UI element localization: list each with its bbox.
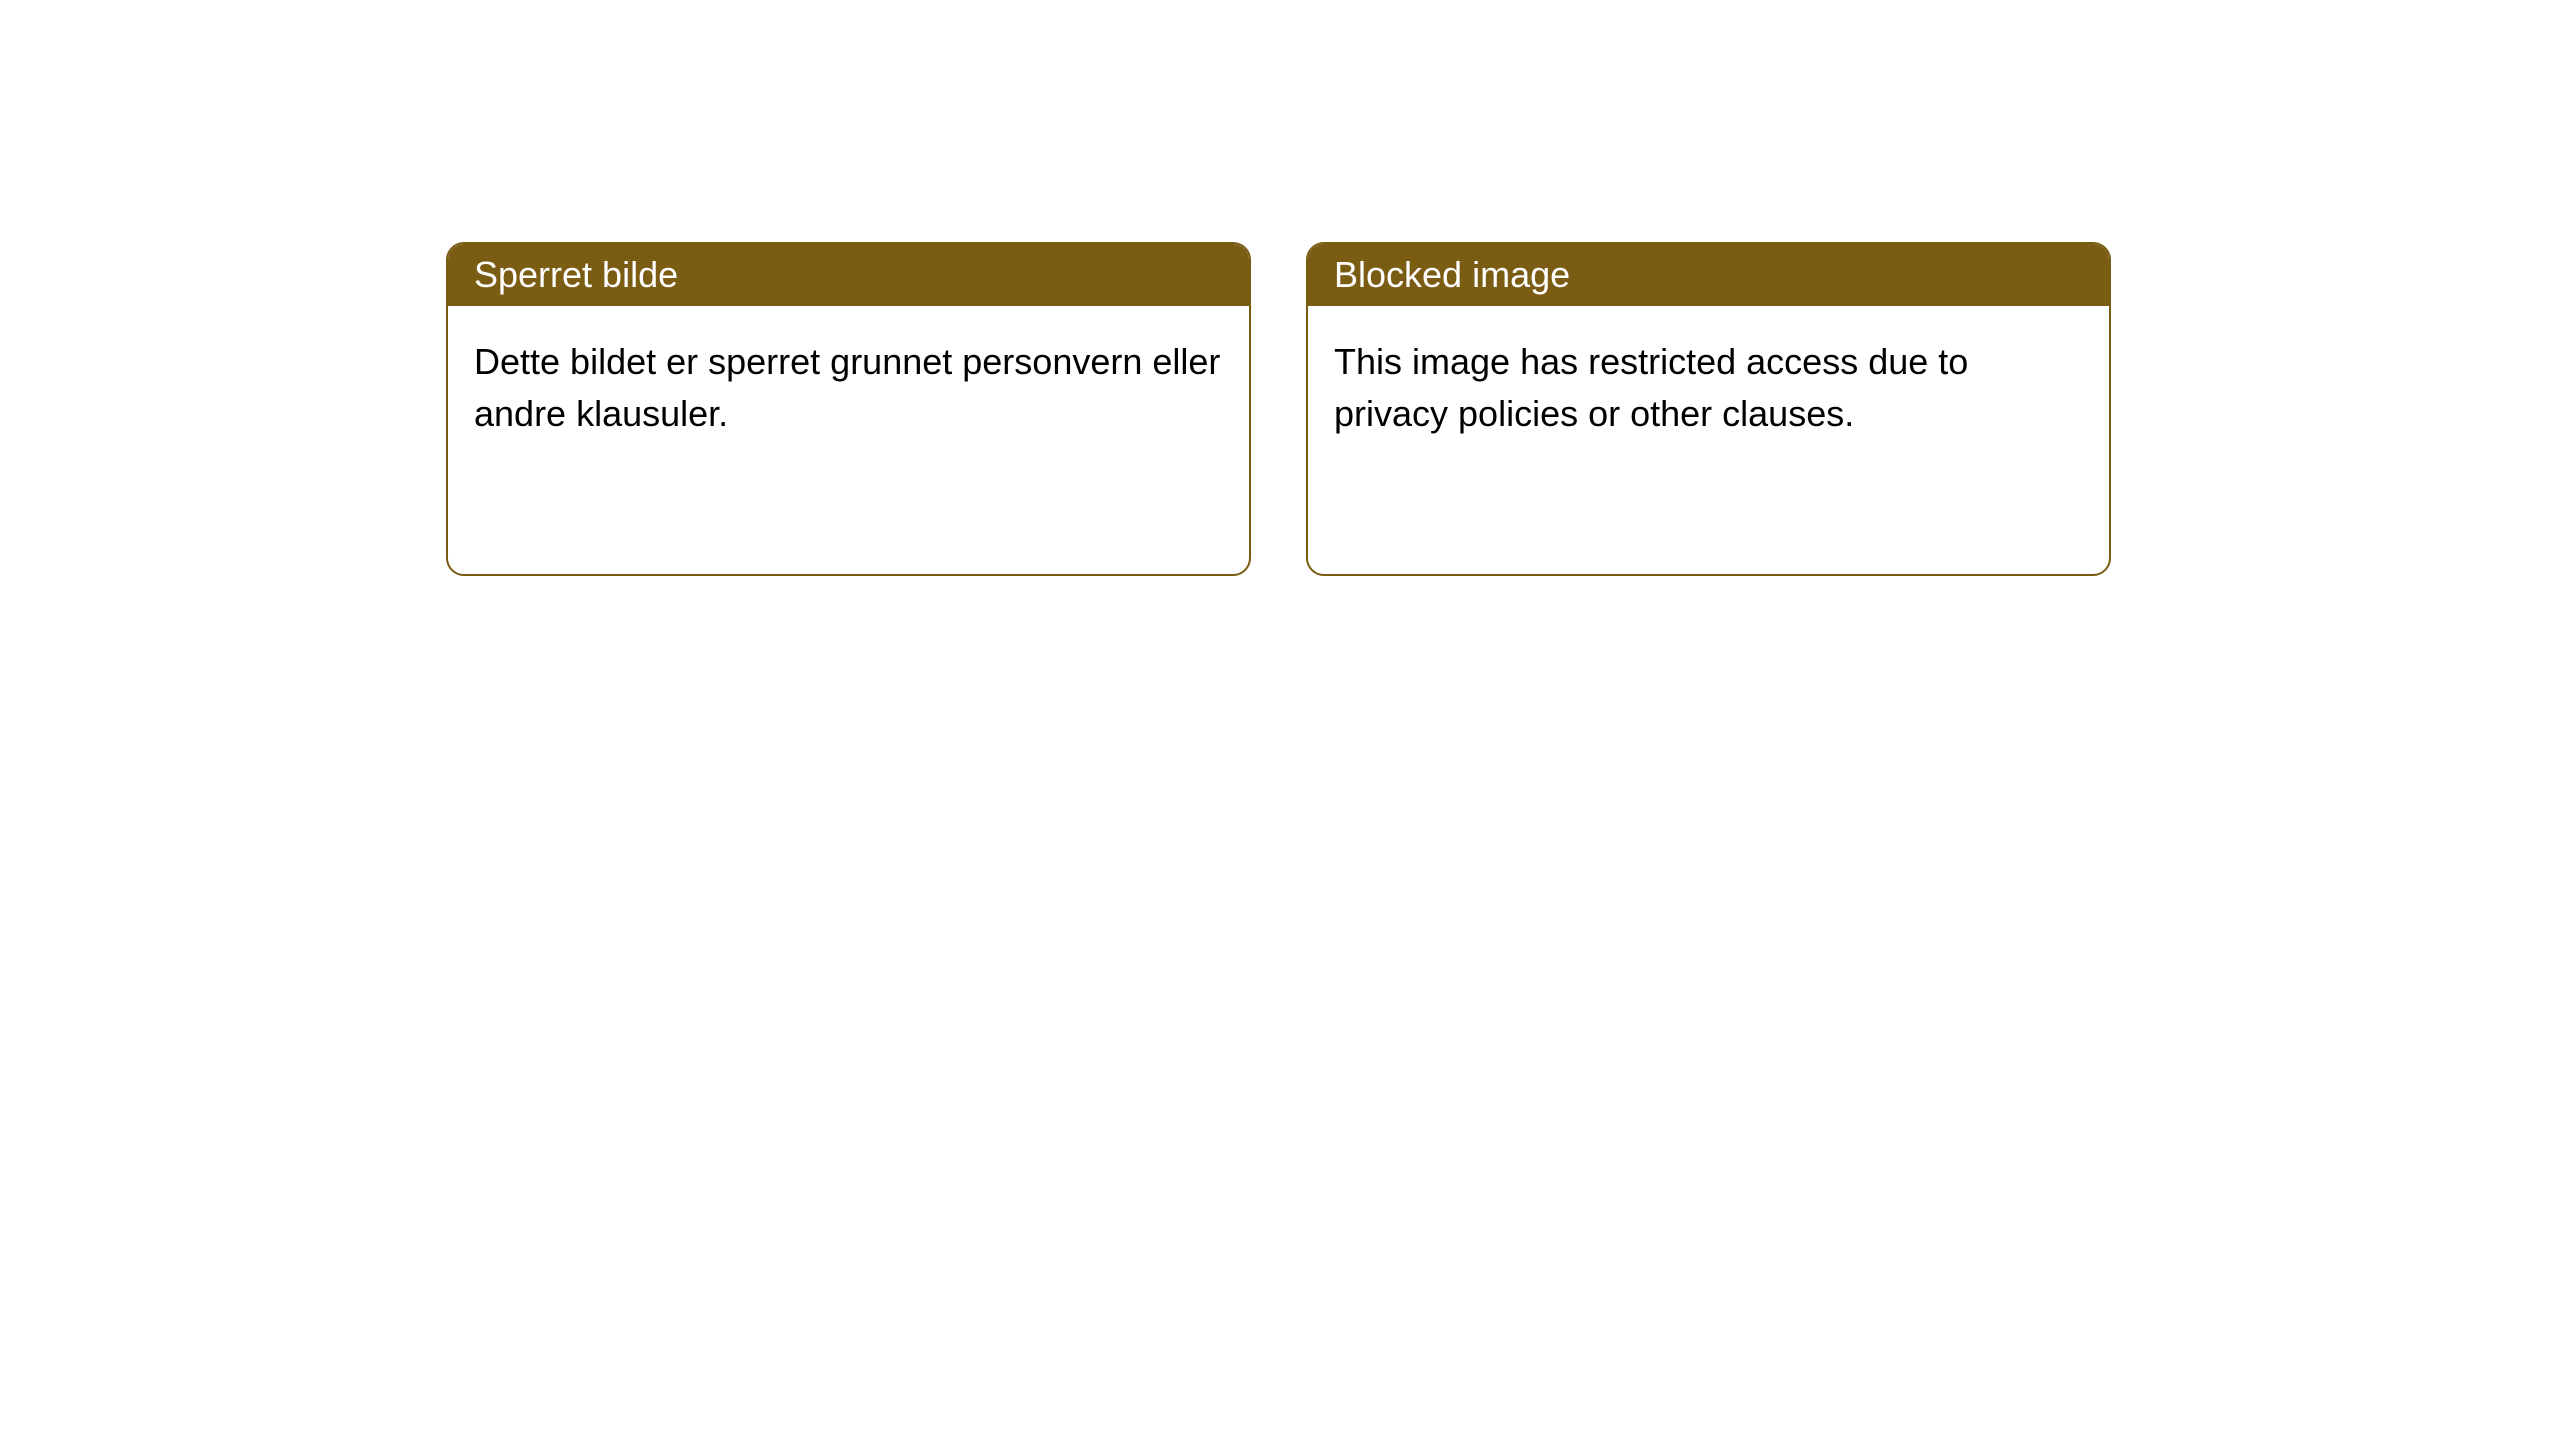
card-title: Blocked image	[1334, 254, 1570, 295]
notice-cards-container: Sperret bilde Dette bildet er sperret gr…	[446, 242, 2111, 576]
card-body-text: This image has restricted access due to …	[1334, 341, 1968, 434]
card-title: Sperret bilde	[474, 254, 678, 295]
card-body-text: Dette bildet er sperret grunnet personve…	[474, 341, 1220, 434]
card-body: This image has restricted access due to …	[1308, 306, 2109, 574]
notice-card-norwegian: Sperret bilde Dette bildet er sperret gr…	[446, 242, 1251, 576]
notice-card-english: Blocked image This image has restricted …	[1306, 242, 2111, 576]
card-header: Sperret bilde	[448, 244, 1249, 306]
card-header: Blocked image	[1308, 244, 2109, 306]
card-body: Dette bildet er sperret grunnet personve…	[448, 306, 1249, 574]
